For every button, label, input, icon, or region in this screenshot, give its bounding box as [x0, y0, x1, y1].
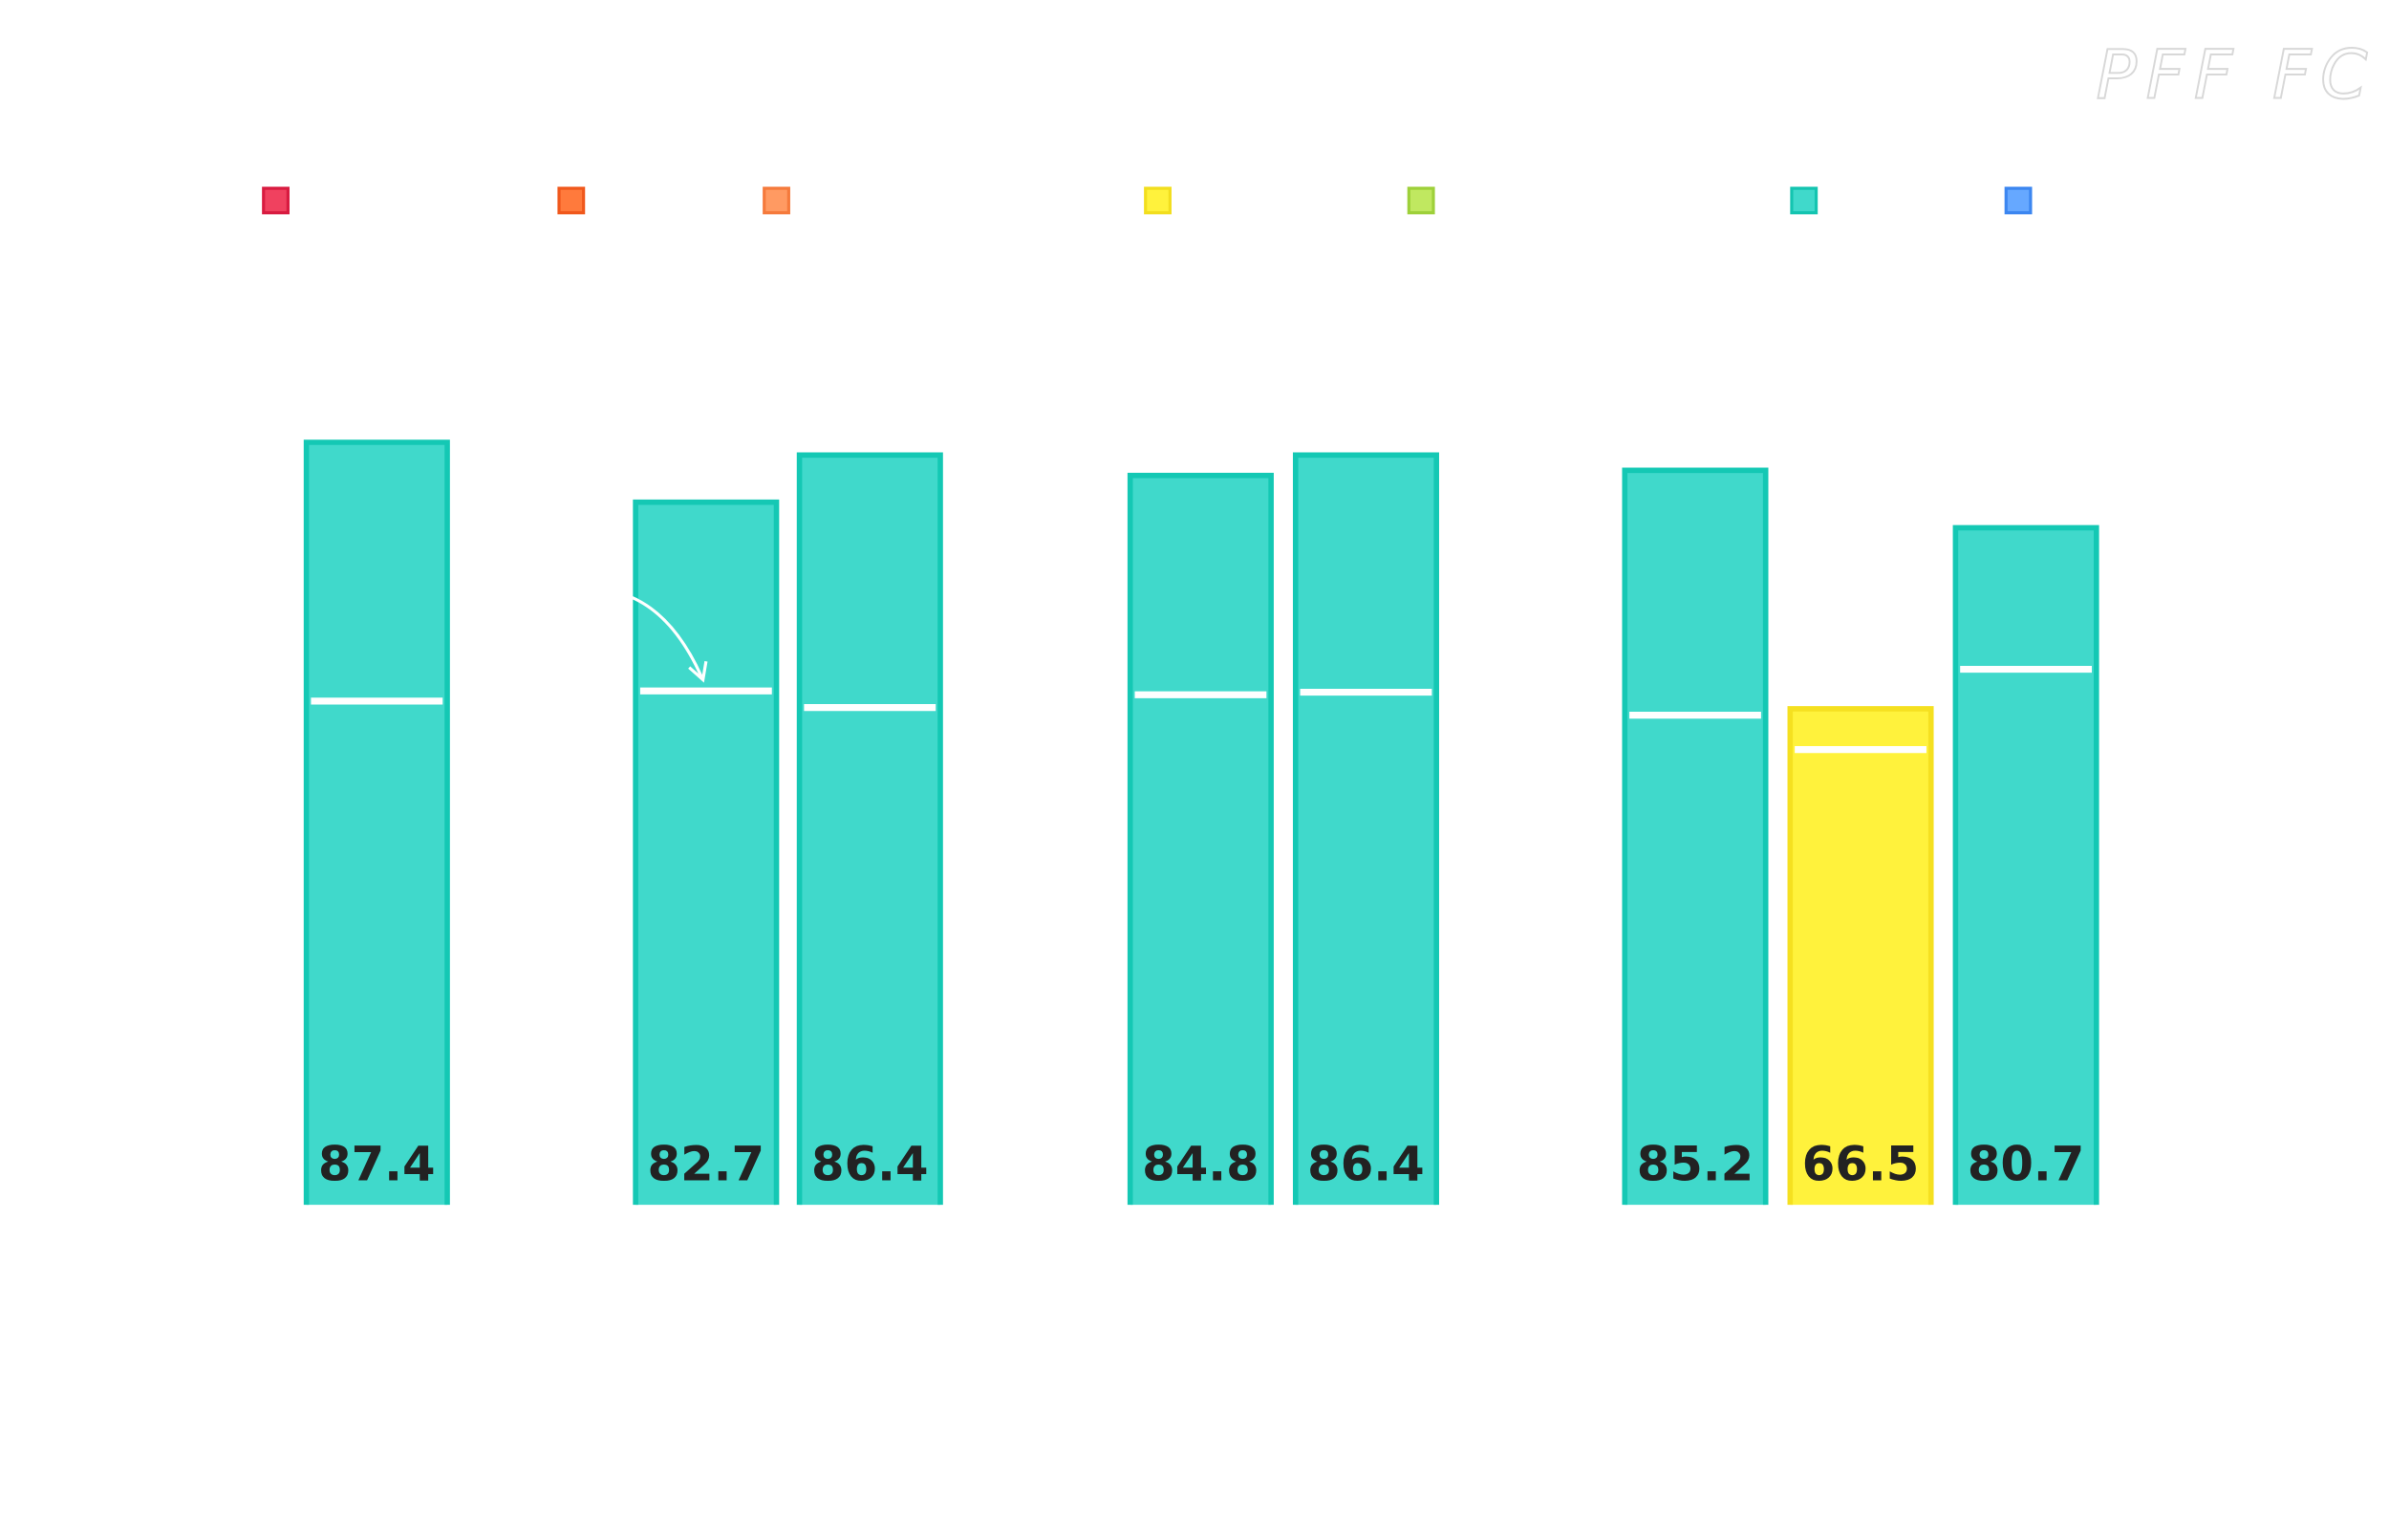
value-label: 86.4 — [811, 1136, 929, 1191]
legend-swatch — [262, 186, 290, 215]
annotation-arrowhead — [688, 660, 708, 683]
bar — [633, 499, 780, 1206]
bar — [796, 452, 943, 1206]
bar — [1787, 706, 1934, 1206]
bars: 87.4 82.7 86.4 84.8 86.4 85.2 66.5 80.7 — [303, 439, 2099, 1206]
legend — [262, 186, 2033, 215]
legend-swatch — [763, 186, 790, 215]
bar — [1622, 467, 1769, 1206]
bar — [1127, 472, 1274, 1206]
bar — [303, 439, 450, 1206]
value-label: 66.5 — [1802, 1136, 1920, 1191]
legend-swatch — [2004, 186, 2033, 215]
value-label: 82.7 — [648, 1136, 765, 1191]
annotation-arrow — [630, 595, 703, 677]
value-label: 85.2 — [1637, 1136, 1754, 1191]
bar — [1292, 452, 1439, 1206]
value-label: 80.7 — [1968, 1136, 2085, 1191]
value-label: 87.4 — [318, 1136, 436, 1191]
legend-swatch — [1144, 186, 1172, 215]
value-label: 86.4 — [1307, 1136, 1425, 1191]
legend-swatch — [1407, 186, 1435, 215]
logo: PFF FC — [2097, 36, 2378, 115]
legend-swatch — [1790, 186, 1819, 215]
bar — [1952, 524, 2099, 1206]
value-label: 84.8 — [1142, 1136, 1259, 1191]
legend-swatch — [557, 186, 586, 215]
